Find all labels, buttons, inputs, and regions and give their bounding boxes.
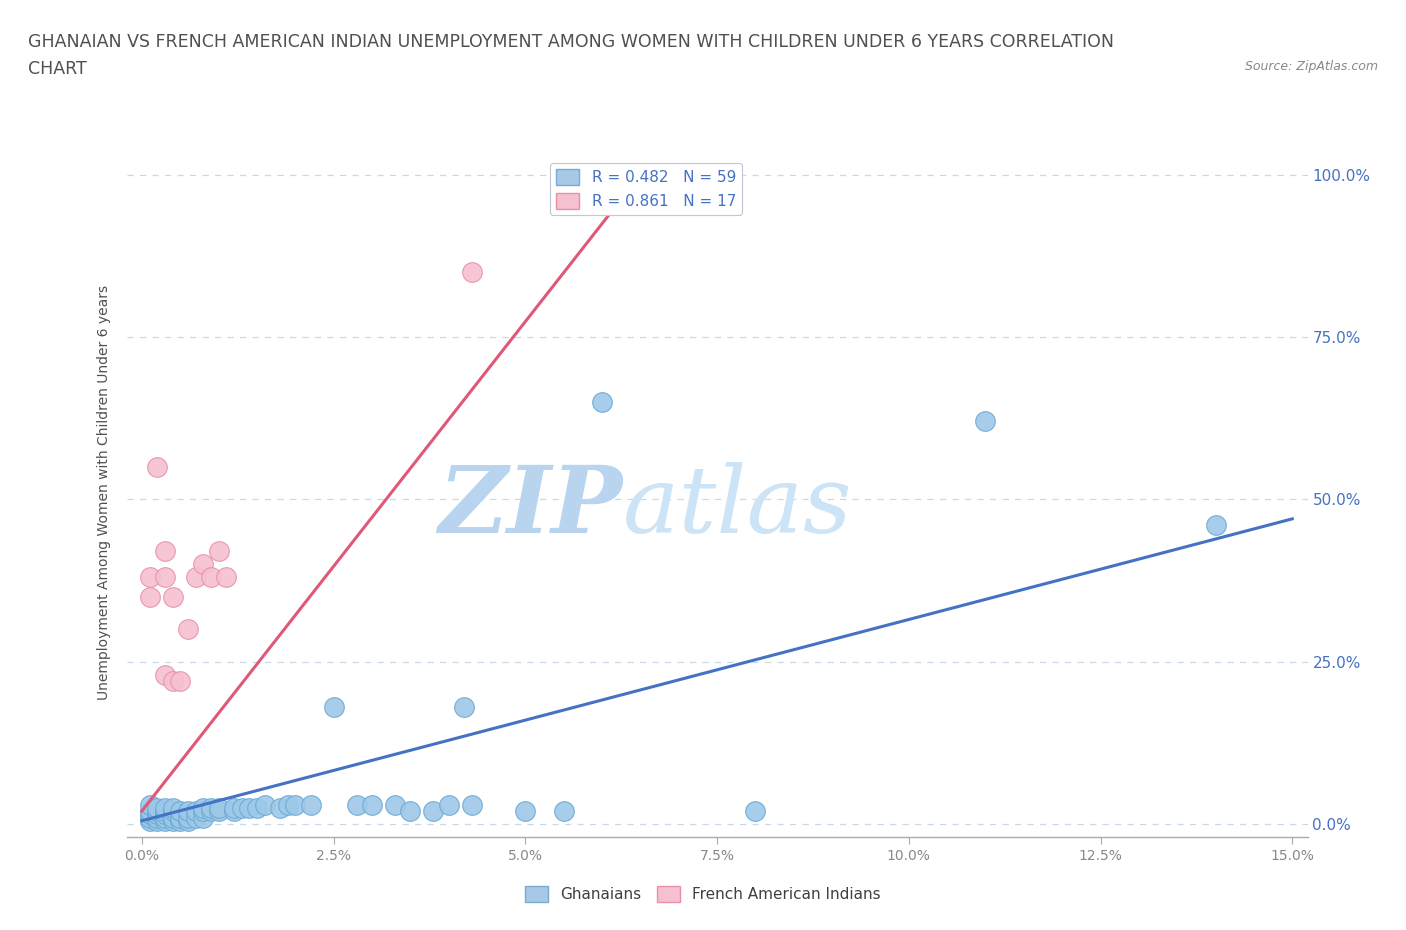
Point	[153, 804, 176, 818]
Point	[177, 622, 200, 637]
Point	[591, 394, 613, 409]
Point	[146, 804, 169, 818]
Point	[138, 814, 160, 829]
Text: Source: ZipAtlas.com: Source: ZipAtlas.com	[1244, 60, 1378, 73]
Point	[207, 801, 229, 816]
Point	[553, 804, 575, 818]
Point	[138, 570, 160, 585]
Point	[193, 557, 215, 572]
Point	[399, 804, 422, 818]
Point	[153, 814, 176, 829]
Point	[193, 810, 215, 825]
Point	[162, 810, 184, 825]
Point	[177, 810, 200, 825]
Point	[238, 801, 260, 816]
Point	[253, 797, 276, 812]
Point	[384, 797, 406, 812]
Point	[162, 801, 184, 816]
Point	[193, 804, 215, 818]
Point	[515, 804, 537, 818]
Point	[284, 797, 307, 812]
Point	[153, 801, 176, 816]
Point	[146, 814, 169, 829]
Point	[169, 673, 191, 688]
Point	[299, 797, 322, 812]
Point	[138, 807, 160, 822]
Point	[269, 801, 291, 816]
Text: GHANAIAN VS FRENCH AMERICAN INDIAN UNEMPLOYMENT AMONG WOMEN WITH CHILDREN UNDER : GHANAIAN VS FRENCH AMERICAN INDIAN UNEMP…	[28, 33, 1114, 50]
Point	[177, 804, 200, 818]
Point	[222, 801, 245, 816]
Point	[146, 807, 169, 822]
Point	[153, 570, 176, 585]
Point	[184, 810, 207, 825]
Point	[200, 801, 222, 816]
Point	[162, 814, 184, 829]
Point	[162, 590, 184, 604]
Point	[169, 810, 191, 825]
Point	[460, 797, 482, 812]
Point	[437, 797, 460, 812]
Point	[169, 804, 191, 818]
Point	[193, 801, 215, 816]
Point	[146, 810, 169, 825]
Point	[744, 804, 766, 818]
Point	[453, 699, 475, 714]
Point	[138, 590, 160, 604]
Point	[200, 570, 222, 585]
Point	[177, 814, 200, 829]
Point	[246, 801, 269, 816]
Point	[215, 570, 238, 585]
Point	[146, 801, 169, 816]
Point	[146, 459, 169, 474]
Point	[231, 801, 253, 816]
Point	[591, 167, 613, 182]
Text: atlas: atlas	[623, 461, 852, 551]
Point	[153, 807, 176, 822]
Point	[153, 810, 176, 825]
Point	[361, 797, 384, 812]
Point	[169, 814, 191, 829]
Point	[184, 804, 207, 818]
Point	[200, 804, 222, 818]
Point	[1205, 518, 1227, 533]
Point	[207, 804, 229, 818]
Point	[346, 797, 368, 812]
Point	[162, 673, 184, 688]
Point	[422, 804, 444, 818]
Point	[184, 570, 207, 585]
Legend: R = 0.482   N = 59, R = 0.861   N = 17: R = 0.482 N = 59, R = 0.861 N = 17	[550, 164, 742, 215]
Point	[153, 667, 176, 682]
Y-axis label: Unemployment Among Women with Children Under 6 years: Unemployment Among Women with Children U…	[97, 286, 111, 700]
Point	[460, 265, 482, 280]
Point	[277, 797, 299, 812]
Text: ZIP: ZIP	[439, 461, 623, 551]
Text: CHART: CHART	[28, 60, 87, 78]
Point	[138, 797, 160, 812]
Point	[138, 810, 160, 825]
Point	[974, 414, 997, 429]
Point	[153, 544, 176, 559]
Point	[138, 804, 160, 818]
Point	[322, 699, 344, 714]
Legend: Ghanaians, French American Indians: Ghanaians, French American Indians	[519, 880, 887, 909]
Point	[162, 804, 184, 818]
Point	[207, 544, 229, 559]
Point	[222, 804, 245, 818]
